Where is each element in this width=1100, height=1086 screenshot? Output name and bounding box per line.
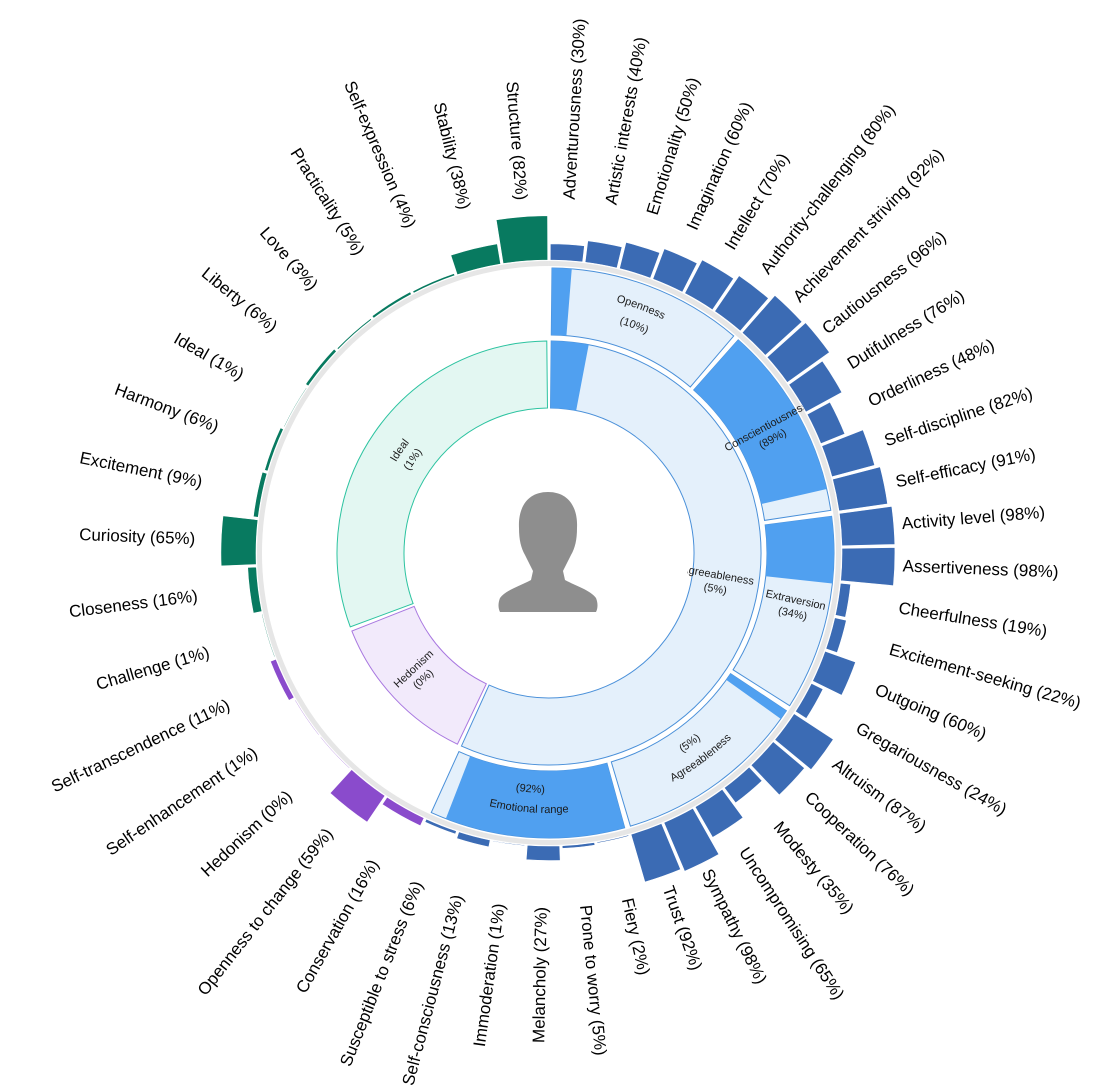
trait-bar-immoderation: [492, 840, 526, 847]
facet-value-emotional-range: (92%): [515, 782, 545, 796]
trait-bar-cooperation: [750, 741, 805, 796]
trait-bar-hedonism: [319, 736, 351, 769]
trait-bar-cheerfulness: [834, 582, 851, 618]
trait-bar-excitement-seeking: [825, 617, 847, 654]
trait-bar-self-discipline: [821, 429, 876, 478]
trait-bar-harmony: [264, 427, 284, 472]
trait-bar-openness-to-change: [329, 769, 386, 823]
trait-bar-self-expression: [412, 273, 456, 294]
trait-bar-prone-to-worry: [561, 842, 596, 849]
trait-label-prone-to-worry: Prone to worry (5%): [576, 904, 610, 1056]
trait-label-conservation: Conservation (16%): [292, 856, 382, 996]
trait-label-liberty: Liberty (6%): [198, 264, 281, 337]
trait-bar-love: [336, 318, 373, 350]
trait-label-curiosity: Curiosity (65%): [79, 525, 196, 548]
big5-inner-label-line: (5%): [703, 581, 728, 597]
trait-bar-closeness: [247, 566, 263, 614]
trait-label-stability: Stability (38%): [430, 100, 475, 211]
trait-bar-challenge: [261, 613, 276, 658]
trait-bar-imagination: [652, 248, 698, 293]
trait-label-structure: Structure (82%): [502, 81, 531, 201]
facet-ring-layer: Openness(10%)Conscientiousness(89%)Extra…: [430, 267, 835, 839]
trait-bar-stability: [450, 243, 501, 276]
trait-bar-orderliness: [806, 401, 846, 445]
trait-bar-excitement: [253, 471, 268, 518]
trait-bar-modesty: [723, 766, 763, 804]
facet-fill-openness: [551, 268, 572, 336]
trait-label-self-efficacy: Self-efficacy (91%): [894, 444, 1037, 491]
trait-label-hedonism: Hedonism (0%): [197, 787, 296, 881]
needs-inner-segment: [336, 340, 548, 628]
trait-bars-layer: [220, 215, 896, 883]
trait-label-cheerfulness: Cheerfulness (19%): [897, 599, 1048, 641]
trait-bar-self-consciousness: [456, 831, 491, 848]
facet-fill-extraversion: [765, 516, 835, 584]
trait-label-closeness: Closeness (16%): [68, 586, 199, 621]
trait-bar-artistic-interests: [584, 240, 623, 269]
trait-label-immoderation: Immoderation (1%): [470, 902, 509, 1048]
trait-bar-cautiousness: [766, 322, 830, 383]
trait-bar-ideal: [283, 387, 308, 428]
trait-bar-assertiveness: [840, 547, 896, 586]
trait-bar-achievement-striving: [741, 294, 803, 356]
trait-bar-self-efficacy: [832, 466, 888, 512]
trait-label-assertiveness: Assertiveness (98%): [902, 556, 1059, 581]
trait-label-self-expression: Self-expression (4%): [340, 78, 419, 231]
trait-bar-self-enhancement: [294, 699, 320, 736]
trait-label-love: Love (3%): [256, 223, 322, 294]
trait-bar-susceptible-to-stress: [424, 818, 457, 835]
trait-label-ideal: Ideal (1%): [171, 329, 248, 384]
trait-bar-structure: [495, 215, 549, 264]
trait-bar-liberty: [305, 348, 337, 387]
trait-bar-melancholy: [525, 844, 561, 861]
trait-bar-gregariousness: [795, 682, 824, 719]
trait-bar-outgoing: [812, 650, 856, 696]
big5-inner-segment: [460, 340, 762, 766]
trait-label-challenge: Challenge (1%): [94, 643, 212, 694]
trait-bar-curiosity: [220, 515, 259, 567]
trait-bar-self-transcendence: [269, 658, 295, 701]
trait-bar-fiery: [596, 834, 630, 844]
trait-label-authority-challenging: Authority-challenging (80%): [757, 101, 899, 278]
facet-segment-agreeableness: [610, 672, 788, 827]
trait-bar-adventurousness: [549, 243, 585, 263]
trait-label-fiery: Fiery (2%): [618, 896, 654, 977]
trait-bar-conservation: [381, 796, 425, 827]
trait-label-harmony: Harmony (6%): [112, 380, 221, 436]
person-silhouette-icon: [498, 492, 598, 612]
values-inner-segment: [351, 605, 488, 745]
trait-label-emotionality: Emotionality (50%): [643, 75, 703, 217]
trait-bar-uncompromising: [694, 788, 744, 838]
center-avatar-layer: [409, 413, 689, 693]
trait-bar-trust: [630, 823, 681, 883]
facet-segment-openness: [550, 267, 735, 388]
trait-label-artistic-interests: Artistic interests (40%): [602, 35, 651, 206]
trait-bar-authority-challenging: [714, 275, 769, 332]
facet-value-emotional-range-text: (92%): [515, 782, 545, 796]
trait-label-practicality: Practicality (5%): [287, 145, 369, 259]
facet-fill-agreeableness: [726, 673, 787, 719]
trait-bar-intellect: [684, 259, 734, 311]
trait-bar-dutifulness: [788, 360, 843, 413]
trait-label-melancholy: Melancholy (27%): [529, 907, 551, 1043]
trait-bar-emotionality: [619, 242, 661, 279]
big5-inner-fill: [550, 341, 589, 411]
trait-label-excitement: Excitement (9%): [78, 448, 204, 491]
trait-bar-practicality: [371, 291, 412, 319]
trait-bar-altruism: [774, 713, 834, 771]
trait-label-trust: Trust (92%): [659, 883, 706, 972]
trait-label-adventurousness: Adventurousness (30%): [560, 18, 590, 200]
trait-bar-sympathy: [663, 807, 720, 872]
facet-fill-emotional-range: [445, 756, 625, 838]
trait-label-activity-level: Activity level (98%): [901, 503, 1046, 533]
facet-fill-conscientiousness: [693, 339, 827, 505]
trait-bar-activity-level: [838, 506, 896, 547]
